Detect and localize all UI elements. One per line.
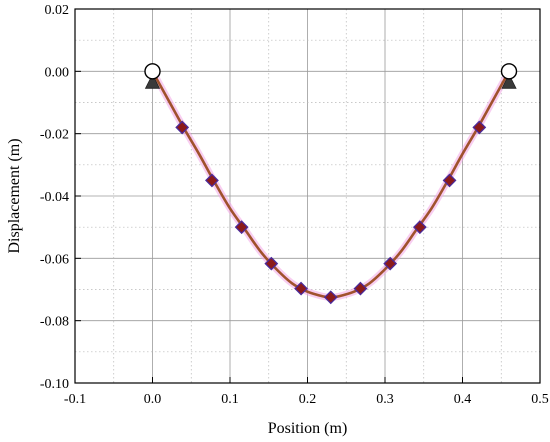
y-tick-label: -0.06 xyxy=(40,252,69,267)
diamond-marker xyxy=(294,281,308,296)
diamond-marker xyxy=(234,220,249,235)
y-axis-label: Displacement (m) xyxy=(6,138,23,253)
x-tick-label: -0.1 xyxy=(64,392,86,407)
diamond-marker xyxy=(205,173,219,188)
diamond-marker xyxy=(323,290,338,305)
grid xyxy=(74,8,541,384)
x-tick-label: 0.1 xyxy=(221,392,239,407)
y-tick-label: 0.00 xyxy=(45,65,70,80)
diamond-marker xyxy=(264,256,279,271)
series-curve xyxy=(149,67,513,301)
diamond-marker xyxy=(472,120,487,135)
x-tick-label: 0.3 xyxy=(376,392,394,407)
x-tick-label: 0.5 xyxy=(531,392,549,407)
x-tick-label: 0.2 xyxy=(299,392,317,407)
diamond-marker xyxy=(383,256,398,271)
support-triangle xyxy=(501,73,517,89)
x-axis-label: Position (m) xyxy=(268,420,348,437)
support-pin-circle xyxy=(144,63,161,80)
y-tick-label: -0.04 xyxy=(40,190,69,205)
curve-line xyxy=(151,70,511,299)
y-tick-label: 0.02 xyxy=(45,3,70,18)
axis-ticks: -0.1 0.0 0.1 0.2 0.3 0.4 0.5 0.02 0.00 -0.02 -0.04… xyxy=(40,3,549,407)
diamond-marker xyxy=(175,120,190,135)
curve-glow xyxy=(149,67,513,301)
y-tick-label: -0.02 xyxy=(40,128,69,143)
diamond-marker xyxy=(353,281,368,296)
y-tick-label: -0.10 xyxy=(40,377,69,392)
x-tick-label: 0.4 xyxy=(454,392,472,407)
diamond-marker xyxy=(442,173,457,188)
diamond-marker xyxy=(412,220,427,235)
support-triangle xyxy=(144,73,161,89)
x-tick-label: 0.0 xyxy=(144,392,162,407)
support-pin-circle xyxy=(500,63,518,80)
supports xyxy=(144,63,518,89)
y-tick-label: -0.08 xyxy=(40,315,69,330)
series-markers xyxy=(175,120,487,305)
